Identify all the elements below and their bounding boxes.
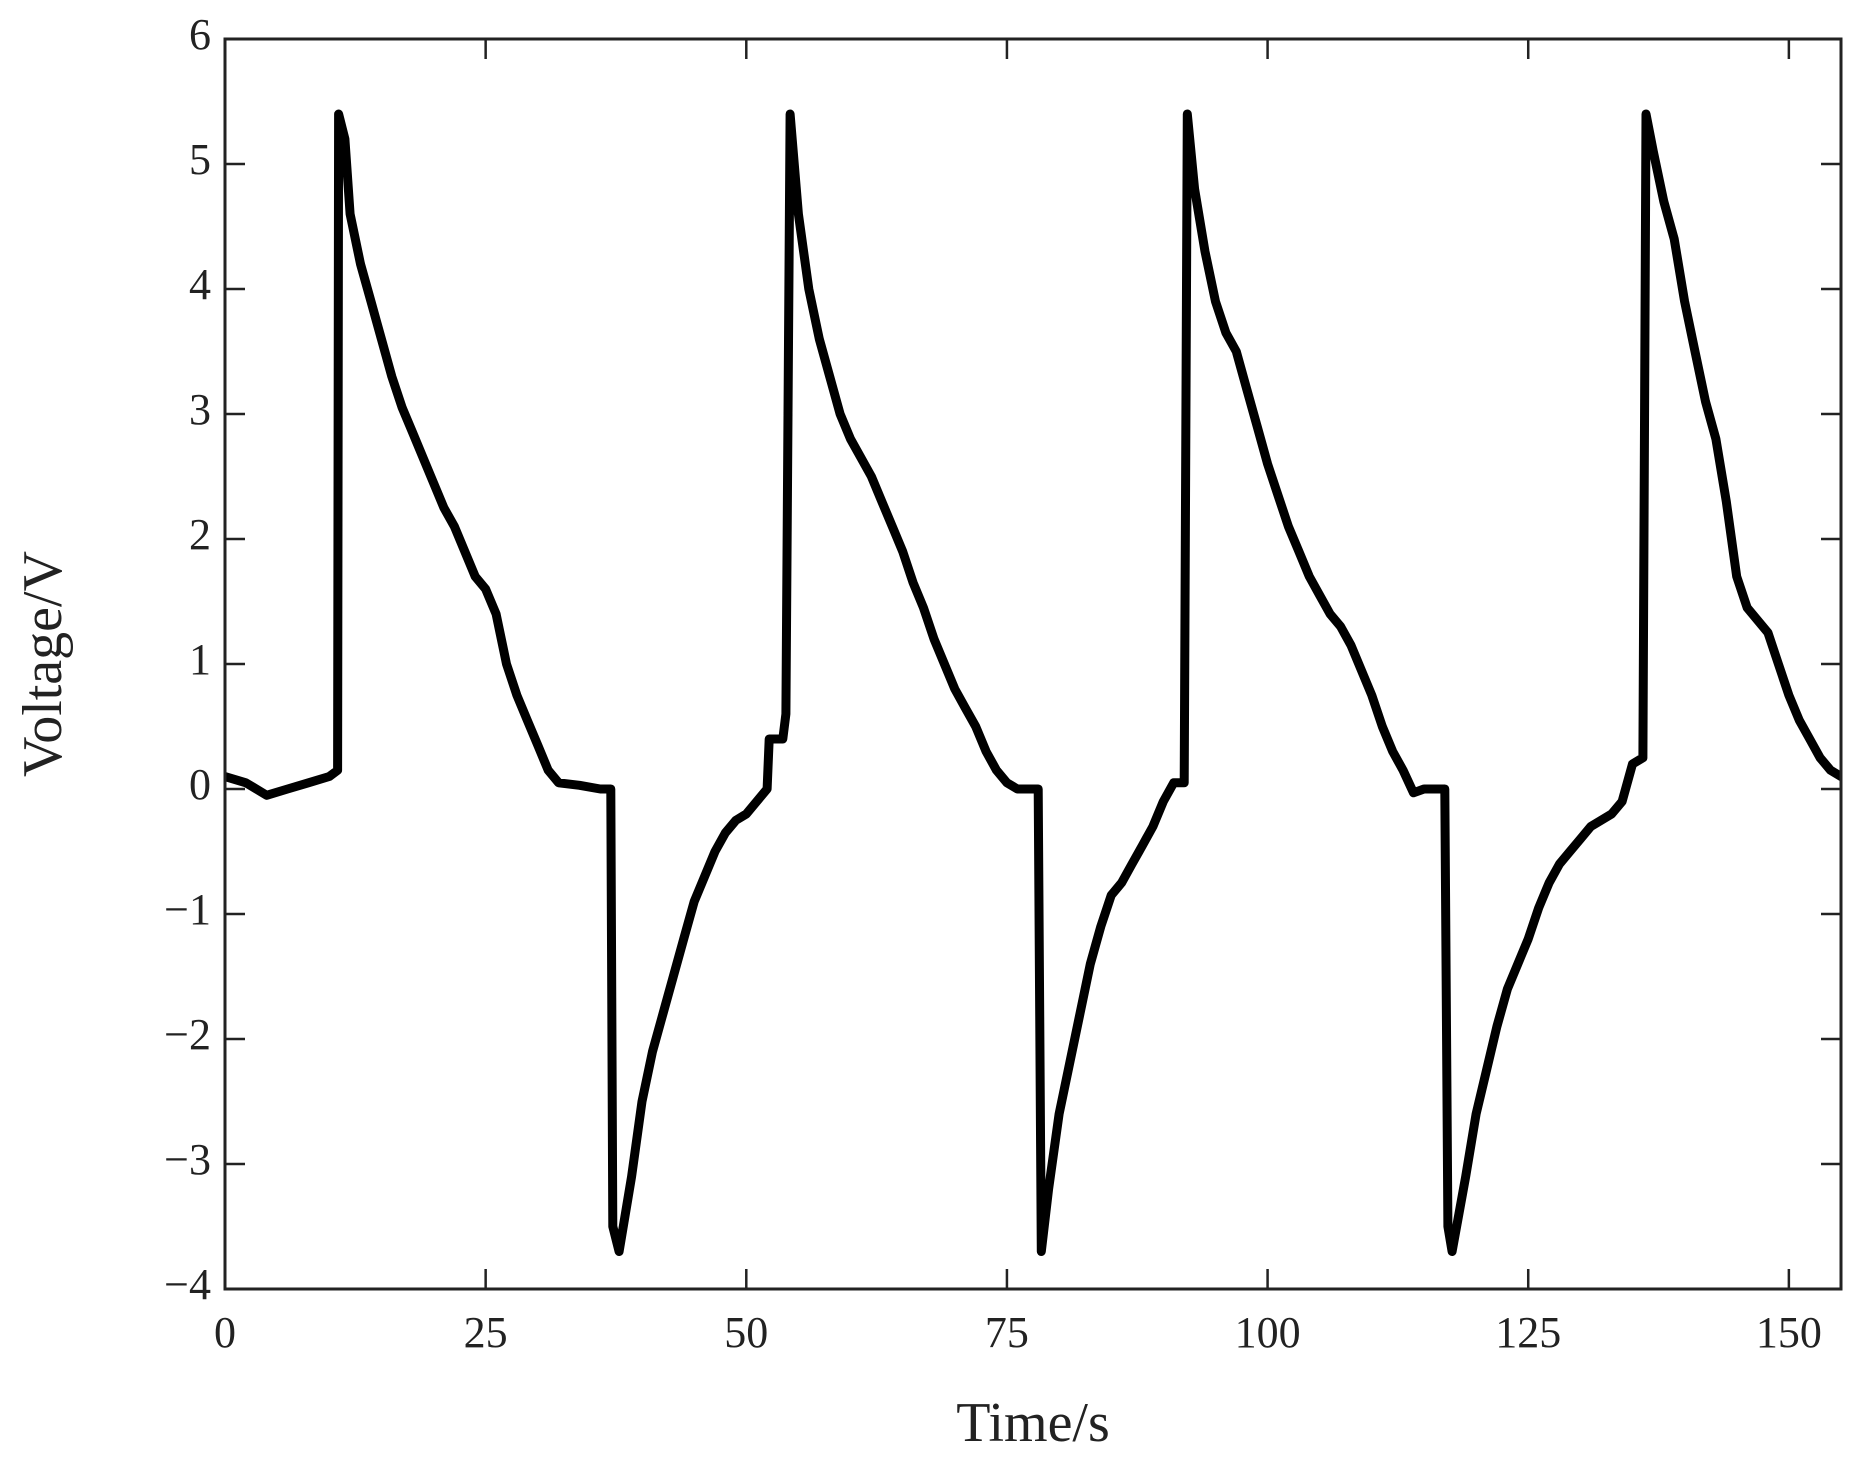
x-axis-title: Time/s — [956, 1392, 1110, 1454]
y-tick-label: 1 — [189, 635, 211, 684]
x-tick-label: 75 — [985, 1308, 1029, 1357]
y-tick-label: 6 — [189, 10, 211, 59]
x-tick-label: 125 — [1495, 1308, 1561, 1357]
x-tick-label: 0 — [214, 1308, 236, 1357]
data-line — [225, 109, 1841, 1256]
plot-frame — [223, 37, 1843, 1291]
y-tick-label: −3 — [164, 1135, 211, 1184]
y-tick-label: −1 — [164, 885, 211, 934]
y-tick-label: 4 — [189, 260, 211, 309]
y-tick-label: 5 — [189, 135, 211, 184]
y-axis-title: Voltage/V — [12, 551, 74, 777]
x-tick-label: 150 — [1756, 1308, 1822, 1357]
y-tick-label: −4 — [164, 1260, 211, 1309]
y-tick-label: −2 — [164, 1010, 211, 1059]
x-tick-label: 100 — [1235, 1308, 1301, 1357]
x-tick-label: 25 — [464, 1308, 508, 1357]
y-tick-label: 2 — [189, 510, 211, 559]
y-tick-label: 0 — [189, 760, 211, 809]
x-tick-label: 50 — [724, 1308, 768, 1357]
y-tick-label: 3 — [189, 385, 211, 434]
